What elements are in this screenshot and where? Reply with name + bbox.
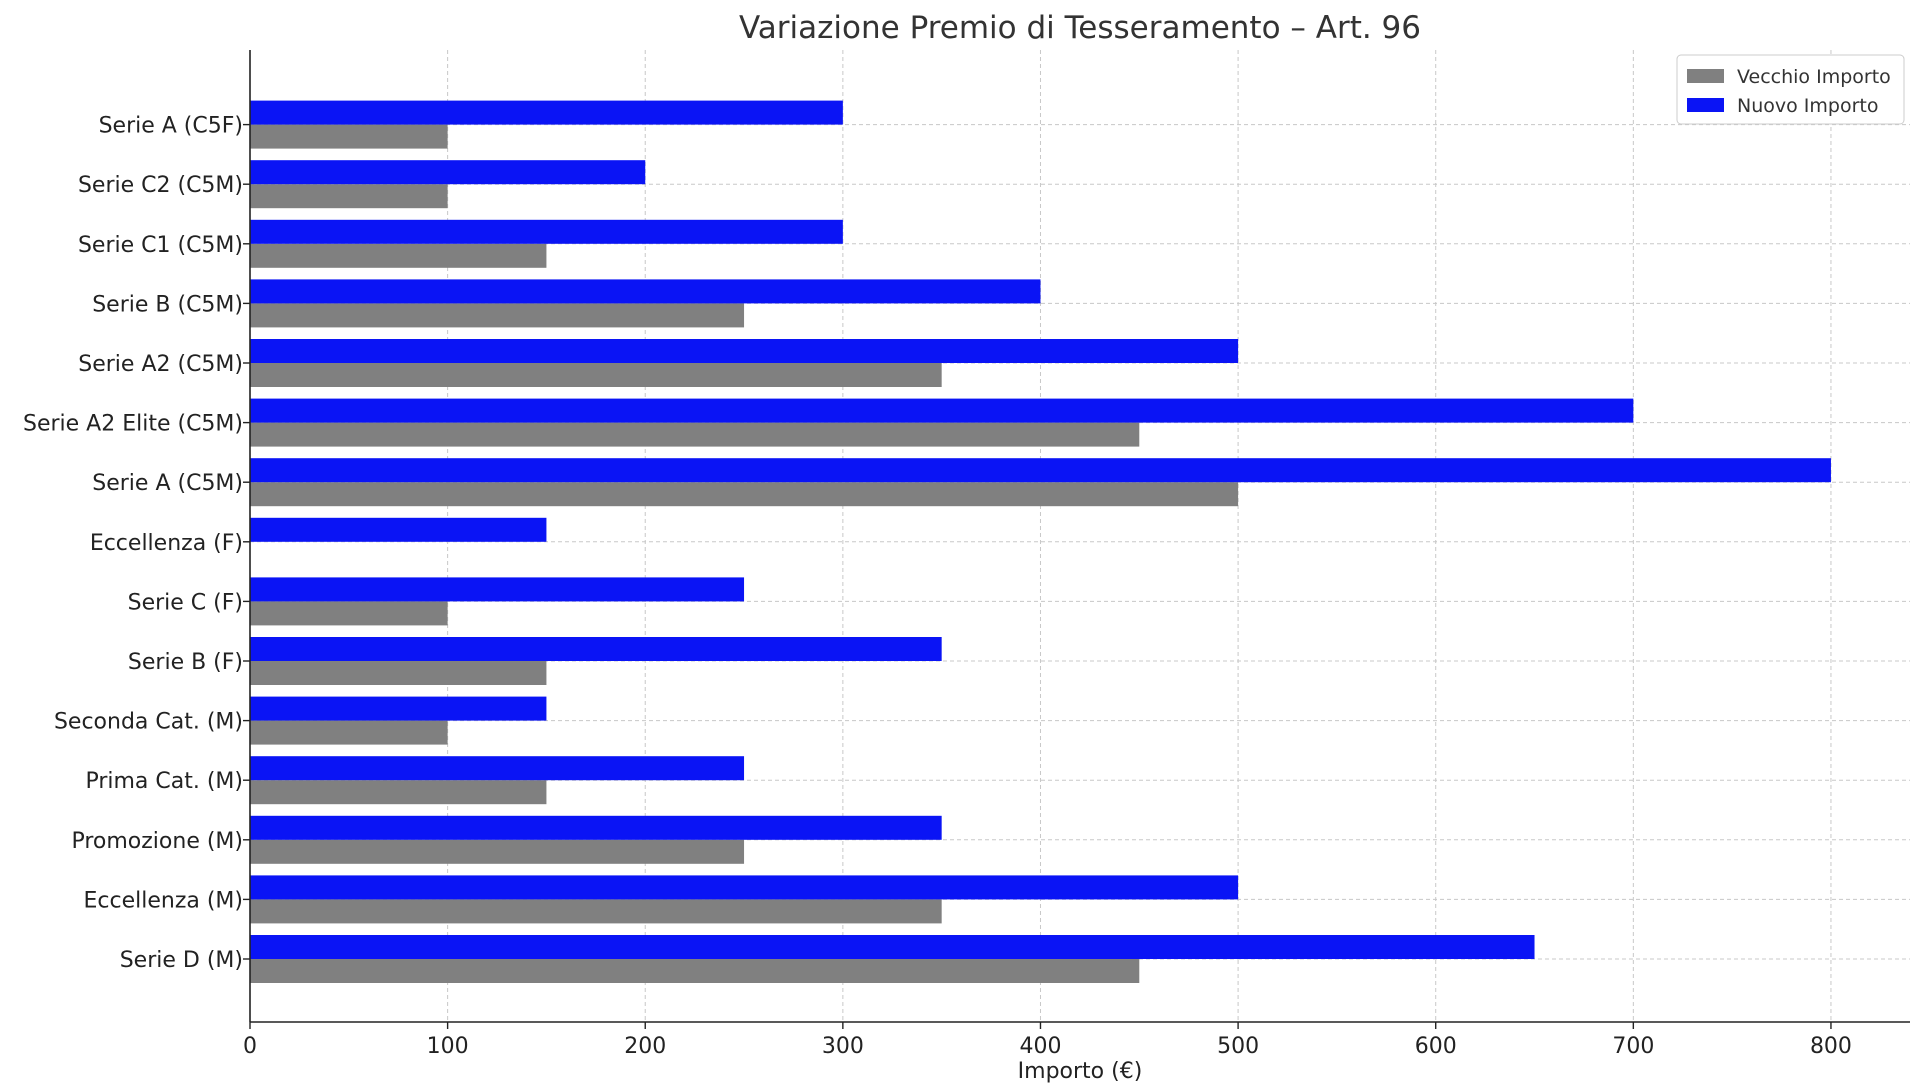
- bar-nuovo-14: [250, 100, 843, 125]
- category-label: Serie A2 (C5M): [78, 352, 243, 377]
- category-label: Eccellenza (M): [84, 888, 244, 913]
- bar-nuovo-3: [250, 756, 745, 781]
- bar-nuovo-0: [250, 935, 1535, 959]
- legend: Vecchio Importo Nuovo Importo: [1676, 54, 1905, 125]
- bar-vecchio-13: [250, 184, 448, 209]
- bar-nuovo-1: [250, 875, 1239, 900]
- legend-swatch-1: [1687, 98, 1724, 112]
- bar-vecchio-4: [250, 720, 448, 745]
- legend-label-1: Nuovo Importo: [1737, 95, 1878, 117]
- category-label: Serie C1 (C5M): [78, 233, 243, 258]
- bar-vecchio-2: [250, 839, 745, 864]
- bar-nuovo-2: [250, 815, 942, 840]
- bar-vecchio-0: [250, 959, 1140, 983]
- bar-nuovo-5: [250, 637, 942, 661]
- bar-vecchio-3: [250, 780, 547, 805]
- bar-nuovo-12: [250, 219, 843, 244]
- category-label: Promozione (M): [71, 829, 243, 854]
- category-label: Seconda Cat. (M): [54, 710, 243, 735]
- legend-swatch-0: [1687, 69, 1724, 83]
- bar-nuovo-11: [250, 279, 1041, 304]
- bar-nuovo-7: [250, 517, 547, 542]
- x-tick-label: 400: [1019, 1034, 1061, 1059]
- bar-vecchio-12: [250, 243, 547, 268]
- x-tick-label: 800: [1810, 1034, 1852, 1059]
- legend-box: [1676, 54, 1905, 125]
- category-label: Serie B (F): [128, 650, 243, 675]
- bar-nuovo-6: [250, 577, 745, 602]
- x-tick-label: 200: [624, 1034, 666, 1059]
- bar-vecchio-8: [250, 482, 1239, 507]
- category-label: Serie A (C5F): [99, 114, 243, 139]
- bar-nuovo-10: [250, 339, 1239, 363]
- x-tick-label: 600: [1415, 1034, 1457, 1059]
- x-tick-label: 100: [427, 1034, 469, 1059]
- bar-nuovo-13: [250, 160, 646, 185]
- bar-vecchio-11: [250, 303, 745, 328]
- category-label: Serie A2 Elite (C5M): [23, 412, 243, 437]
- bar-vecchio-14: [250, 124, 448, 149]
- category-label: Serie D (M): [120, 948, 243, 973]
- x-tick-label: 700: [1612, 1034, 1654, 1059]
- bar-vecchio-1: [250, 899, 942, 924]
- category-label: Serie A (C5M): [92, 471, 243, 496]
- x-tick-label: 0: [243, 1034, 257, 1059]
- bar-vecchio-10: [250, 363, 942, 387]
- chart-title: Variazione Premio di Tesseramento – Art.…: [739, 10, 1421, 46]
- category-label: Serie B (C5M): [92, 292, 243, 317]
- bars-layer: [250, 100, 1831, 983]
- bar-nuovo-4: [250, 696, 547, 721]
- category-label: Serie C (F): [128, 590, 243, 615]
- category-label: Prima Cat. (M): [85, 769, 243, 794]
- bar-vecchio-5: [250, 661, 547, 685]
- x-axis-label: Importo (€): [1018, 1059, 1143, 1084]
- legend-label-0: Vecchio Importo: [1737, 66, 1891, 88]
- x-tick-label: 300: [822, 1034, 864, 1059]
- bar-vecchio-6: [250, 601, 448, 626]
- bar-nuovo-9: [250, 398, 1634, 423]
- axes-layer: 0 100 200 300 400 500 600 700 800 Serie D (M) Ecce…: [23, 50, 1910, 1059]
- bar-nuovo-8: [250, 458, 1831, 483]
- category-label: Serie C2 (C5M): [78, 173, 243, 198]
- bar-vecchio-9: [250, 422, 1140, 447]
- category-label: Eccellenza (F): [90, 531, 243, 556]
- x-tick-label: 500: [1217, 1034, 1259, 1059]
